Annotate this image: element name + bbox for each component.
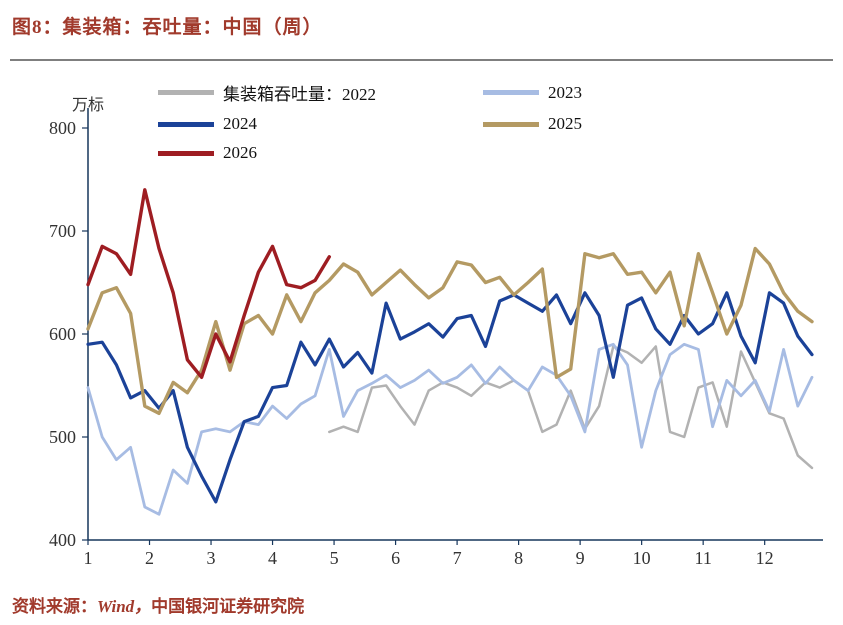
title-divider	[10, 59, 833, 61]
legend-item-2024: 2024	[158, 114, 483, 134]
legend-item-2022: 集装箱吞吐量：2022	[158, 80, 483, 105]
legend-swatch-2024	[158, 121, 214, 127]
figure-title: 图8：集装箱：吞吐量：中国（周）	[12, 17, 323, 38]
series-line-2023	[86, 342, 814, 516]
series-line-2026	[86, 188, 331, 379]
series-line-2024	[86, 291, 814, 504]
y-tick-label: 400	[49, 530, 76, 550]
series-line-2022	[328, 345, 814, 470]
y-tick-label: 500	[49, 427, 76, 447]
legend-item-2025: 2025	[483, 114, 582, 134]
series-line-2025	[86, 246, 814, 415]
y-tick-label: 600	[49, 324, 76, 344]
legend-swatch-2026	[158, 150, 214, 156]
legend-swatch-2023	[483, 90, 539, 95]
source-wind: Wind，	[97, 597, 152, 616]
x-tick-label: 5	[330, 548, 339, 568]
x-tick-label: 6	[391, 548, 400, 568]
legend-label-2023: 2023	[548, 82, 582, 102]
legend-swatch-2022	[158, 90, 214, 95]
legend-item-2023: 2023	[483, 80, 582, 105]
y-axis-unit-label: 万标	[72, 96, 104, 114]
x-tick-label: 9	[576, 548, 585, 568]
chart-area: 400 500 600 700 800 万标 1 2 3 4 5 6 7 8 9 10 11 12 集装箱吞吐量：…	[16, 64, 826, 578]
x-tick-label: 1	[84, 548, 93, 568]
source-prefix: 资料来源：	[12, 597, 97, 616]
x-tick-label: 11	[694, 548, 711, 568]
x-tick-label: 10	[633, 548, 651, 568]
legend-item-2026: 2026	[158, 143, 483, 163]
chart-legend: 集装箱吞吐量：2022 2023 2024 2025 2026	[158, 80, 582, 163]
x-tick-label: 3	[207, 548, 216, 568]
legend-label-2025: 2025	[548, 114, 582, 133]
legend-label-2024: 2024	[223, 114, 257, 133]
source-note: 资料来源：Wind，中国银河证券研究院	[12, 592, 304, 617]
legend-swatch-2025	[483, 121, 539, 127]
legend-label-2022: 集装箱吞吐量：2022	[223, 85, 376, 104]
x-tick-label: 8	[514, 548, 523, 568]
x-tick-label: 2	[145, 548, 154, 568]
legend-label-2026: 2026	[223, 143, 257, 162]
y-tick-label: 800	[49, 118, 76, 138]
x-tick-label: 4	[268, 548, 277, 568]
y-tick-label: 700	[49, 221, 76, 241]
x-tick-label: 7	[453, 548, 462, 568]
x-tick-label: 12	[756, 548, 774, 568]
source-org: 中国银河证券研究院	[151, 597, 305, 616]
